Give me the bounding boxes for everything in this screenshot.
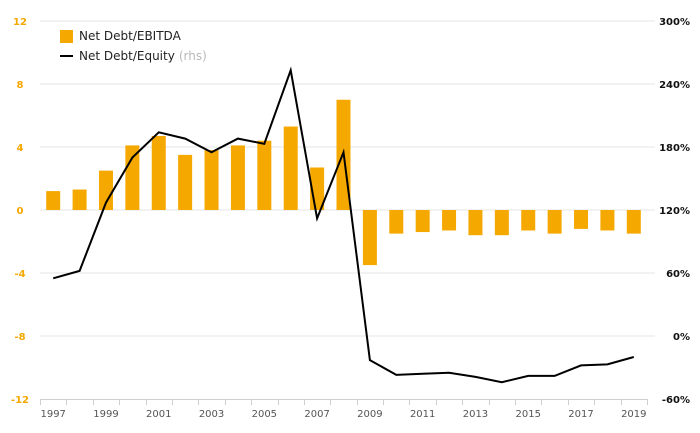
- legend: Net Debt/EBITDA Net Debt/Equity (rhs): [60, 26, 207, 66]
- left-axis-tick-label: 12: [13, 17, 27, 28]
- x-axis-tick-label: 2007: [304, 409, 329, 420]
- left-axis-tick-label: -8: [14, 332, 25, 343]
- x-axis-tick-label: 1999: [93, 409, 118, 420]
- bar: [230, 145, 245, 210]
- bar: [125, 145, 140, 210]
- bar: [574, 210, 589, 229]
- bar: [389, 210, 404, 234]
- x-axis-tick-label: 1997: [40, 409, 65, 420]
- left-y-axis: 12 8 4 0 -4 -8 -12: [11, 17, 29, 406]
- bar: [600, 210, 615, 231]
- bar: [257, 140, 272, 210]
- right-axis-tick-label: 300%: [659, 17, 690, 28]
- legend-line-swatch: [60, 55, 73, 57]
- bar: [204, 150, 219, 210]
- left-axis-tick-label: -12: [11, 395, 29, 406]
- x-axis-tick-label: 2001: [146, 409, 171, 420]
- bar: [521, 210, 536, 231]
- x-axis-tick-label: 2017: [568, 409, 593, 420]
- bar: [151, 135, 166, 210]
- left-axis-tick-label: 0: [17, 206, 24, 217]
- bar-series: [46, 99, 641, 266]
- legend-bar-swatch: [60, 29, 73, 43]
- x-axis-tick-label: 2003: [199, 409, 224, 420]
- x-axis-tick-label: 2005: [252, 409, 277, 420]
- bar: [46, 191, 61, 210]
- series-line: [52, 66, 635, 384]
- bar: [442, 210, 457, 231]
- bar: [283, 126, 298, 210]
- right-axis-tick-label: 120%: [659, 206, 690, 217]
- line-series: [52, 66, 635, 384]
- x-axis-tick-label: 2009: [357, 409, 382, 420]
- right-axis-tick-label: 180%: [659, 143, 690, 154]
- bar: [72, 189, 87, 210]
- left-axis-tick-label: -4: [14, 269, 25, 280]
- bar: [98, 170, 113, 210]
- bar: [362, 210, 377, 266]
- bar: [547, 210, 562, 234]
- left-axis-tick-label: 8: [17, 80, 24, 91]
- bar: [415, 210, 430, 233]
- right-y-axis: 300% 240% 180% 120% 60% 0% -60%: [659, 17, 690, 406]
- bar: [468, 210, 483, 236]
- right-axis-tick-label: 60%: [666, 269, 690, 280]
- bar: [494, 210, 509, 236]
- x-axis-tick-label: 2011: [410, 409, 435, 420]
- legend-item-line: Net Debt/Equity (rhs): [60, 46, 207, 66]
- x-axis-tick-label: 2015: [516, 409, 541, 420]
- x-axis-tick-label: 2013: [463, 409, 488, 420]
- bar: [626, 210, 641, 234]
- right-axis-tick-label: 240%: [659, 80, 690, 91]
- bar: [178, 154, 193, 210]
- legend-item-bar: Net Debt/EBITDA: [60, 26, 207, 46]
- right-axis-tick-label: 0%: [673, 332, 690, 343]
- x-axis-tick-label: 2019: [621, 409, 646, 420]
- legend-line-label: Net Debt/Equity: [79, 49, 175, 63]
- right-axis-tick-label: -60%: [662, 395, 690, 406]
- legend-bar-label: Net Debt/EBITDA: [79, 29, 181, 43]
- left-axis-tick-label: 4: [17, 143, 24, 154]
- legend-line-suffix: (rhs): [178, 49, 207, 63]
- x-axis: 1997 1999 2001 2003 2005 2007 2009 2011 2013 2015…: [40, 399, 648, 420]
